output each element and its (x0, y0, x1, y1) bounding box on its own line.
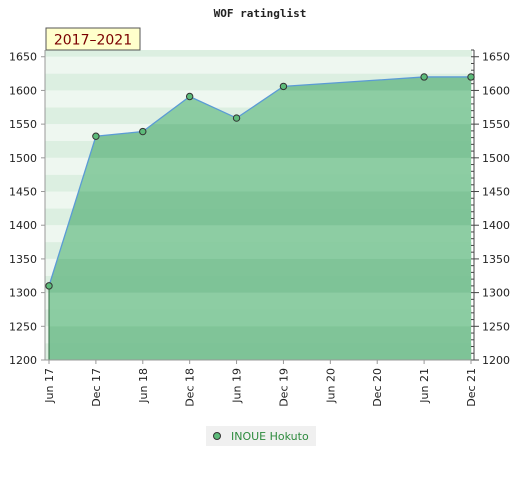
grid-band (45, 50, 472, 57)
area-band (49, 326, 471, 344)
y-tick-label-left: 1550 (9, 118, 37, 131)
x-tick-label: Jun 17 (43, 368, 56, 404)
area-band (49, 258, 471, 276)
chart-title: WOF ratinglist (214, 7, 307, 20)
area-band (49, 208, 471, 226)
area-band (49, 174, 471, 192)
y-tick-label-right: 1200 (482, 354, 510, 367)
legend-box (206, 426, 316, 446)
data-point (279, 82, 288, 91)
area-band (49, 309, 471, 327)
series-line (48, 76, 471, 287)
area-band (49, 343, 471, 360)
y-tick-label-left: 1600 (9, 84, 37, 97)
y-tick-label-left: 1650 (9, 51, 37, 64)
x-tick-label: Dec 18 (184, 368, 197, 407)
y-tick-label-right: 1650 (482, 51, 510, 64)
grid-band (45, 56, 472, 74)
data-point (467, 73, 475, 81)
area-band (49, 225, 471, 243)
legend-label: INOUE Hokuto (231, 430, 309, 443)
y-tick-label-left: 1300 (9, 287, 37, 300)
y-tick-label-right: 1550 (482, 118, 510, 131)
y-tick-label-right: 1600 (482, 84, 510, 97)
x-tick-label: Jun 18 (137, 368, 150, 404)
marker-layer (45, 73, 475, 290)
y-tick-label-right: 1450 (482, 186, 510, 199)
data-point (139, 127, 147, 136)
y-tick-label-right: 1400 (482, 219, 510, 232)
area-band (49, 275, 471, 293)
area-band (49, 124, 471, 141)
legend-marker-icon (213, 432, 221, 440)
y-tick-label-right: 1300 (482, 287, 510, 300)
legend[interactable]: INOUE Hokuto (206, 426, 316, 446)
area-band (49, 292, 471, 310)
y-tick-label-left: 1400 (9, 219, 37, 232)
y-tick-label-right: 1350 (482, 253, 510, 266)
series-area (49, 76, 471, 361)
y-tick-label-left: 1250 (9, 320, 37, 333)
area-band (49, 191, 471, 209)
x-tick-label: Dec 19 (277, 368, 290, 407)
area-band (49, 140, 471, 158)
x-tick-label: Jun 19 (231, 368, 244, 404)
data-point (185, 92, 194, 101)
area-texture (49, 76, 471, 360)
x-tick-label: Dec 20 (371, 368, 384, 407)
year-range-badge: 2017–2021 (45, 27, 141, 51)
y-tick-label-left: 1350 (9, 253, 37, 266)
x-tick-label: Dec 17 (90, 368, 103, 407)
area-layer (49, 76, 471, 361)
area-band (49, 157, 471, 175)
area-band (49, 242, 471, 259)
badge-box (45, 27, 141, 51)
y-tick-label-left: 1450 (9, 186, 37, 199)
data-point (45, 282, 53, 290)
line-layer (48, 76, 471, 360)
y-tick-label-right: 1500 (482, 152, 510, 165)
x-tick-label: Dec 21 (465, 368, 478, 407)
y-tick-label-right: 1250 (482, 320, 510, 333)
data-point (92, 132, 100, 140)
x-tick-label: Jun 21 (418, 368, 431, 404)
y-tick-label-left: 1500 (9, 152, 37, 165)
y-tick-label-left: 1200 (9, 354, 37, 367)
x-tick-label: Jun 20 (324, 368, 337, 404)
data-point (420, 73, 428, 81)
badge-label: 2017–2021 (54, 33, 132, 49)
axes-layer: 1200 1200 1250 1250 1300 1300 1350 1350 1400 1400… (9, 49, 510, 407)
data-point (232, 114, 241, 122)
